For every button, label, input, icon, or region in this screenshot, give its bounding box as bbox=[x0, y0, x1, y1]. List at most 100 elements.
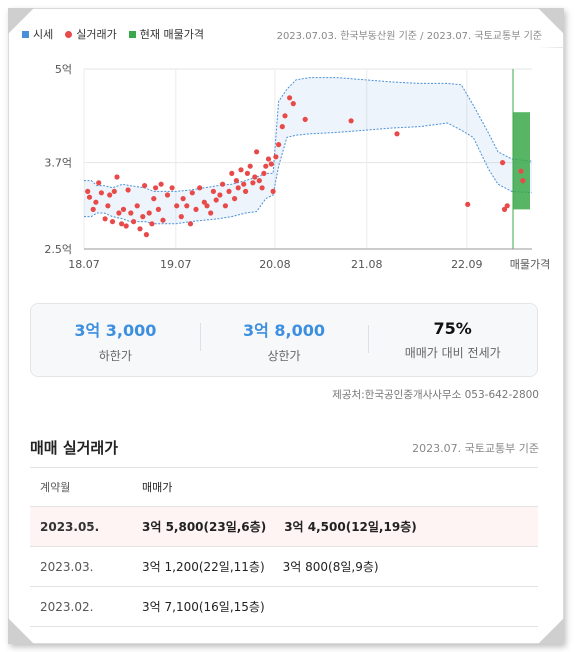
corner-fold bbox=[8, 8, 34, 34]
actual-deal-point bbox=[208, 210, 214, 216]
actual-deal-point bbox=[254, 149, 260, 155]
actual-deal-point bbox=[98, 190, 104, 196]
legend-source-note: 2023.07.03. 한국부동산원 기준 / 2023.07. 국토교통부 기… bbox=[276, 30, 542, 42]
actual-deal-point bbox=[500, 160, 506, 166]
corner-fold bbox=[8, 618, 34, 644]
summary-ratio-label: 매매가 대비 전세가 bbox=[404, 346, 501, 360]
column-header-price: 매매가 bbox=[142, 481, 173, 494]
actual-deal-point bbox=[143, 232, 149, 238]
actual-deal-point bbox=[220, 181, 226, 187]
actual-deal-point bbox=[394, 131, 400, 137]
legend-item-market[interactable]: 시세 bbox=[22, 26, 53, 42]
actual-deal-point bbox=[348, 118, 354, 124]
row-prices: 3억 1,200(22일,11층) 3억 800(8일,9층) bbox=[142, 558, 538, 575]
market-price-band bbox=[84, 77, 532, 224]
actual-deal-point bbox=[273, 154, 279, 160]
actual-deal-point bbox=[210, 188, 216, 194]
actual-deal-point bbox=[204, 203, 210, 209]
summary-low-value: 3억 3,000 bbox=[74, 320, 157, 340]
x-tick-label: 18.07 bbox=[68, 258, 100, 271]
market-price-upper-line bbox=[84, 77, 533, 192]
chart-legend: 시세 실거래가 현재 매물가격 2023.07.03. 한국부동산원 기준 / … bbox=[22, 22, 542, 46]
price-chart: 5억 3.7억 2.5억 18.07 19.07 20.08 21.08 22.09 매물가격 bbox=[44, 63, 550, 271]
actual-deal-point bbox=[151, 196, 157, 202]
actual-deal-point bbox=[184, 203, 190, 209]
summary-high: 3억 8,000 상한가 bbox=[199, 317, 369, 364]
actual-deal-point bbox=[465, 201, 471, 207]
listing-price-bar bbox=[513, 112, 530, 210]
actual-deal-point bbox=[86, 194, 93, 200]
legend-label: 실거래가 bbox=[76, 28, 117, 41]
row-month: 2023.02. bbox=[40, 599, 94, 614]
actual-deal-point bbox=[116, 210, 122, 216]
actual-deal-point bbox=[287, 95, 293, 101]
actual-deal-point bbox=[193, 206, 199, 212]
actual-deal-point bbox=[160, 217, 166, 223]
summary-high-value: 3억 8,000 bbox=[242, 320, 326, 340]
actual-deal-point bbox=[270, 188, 276, 194]
actual-deal-point bbox=[114, 174, 120, 180]
actual-deal-point bbox=[178, 214, 184, 220]
summary-ratio: 75% 매매가 대비 전세가 bbox=[368, 319, 537, 361]
actual-deal-point bbox=[263, 163, 269, 169]
price-entry: 3억 4,500(12일,19층) bbox=[284, 520, 417, 534]
actual-deal-point bbox=[85, 188, 91, 194]
x-tick-label: 22.09 bbox=[451, 258, 483, 271]
actual-deal-point bbox=[241, 181, 247, 187]
actual-deal-point bbox=[140, 214, 146, 220]
actual-deal-point bbox=[233, 178, 239, 184]
table-row[interactable]: 2023.03. 3억 1,200(22일,11층) 3억 800(8일,9층) bbox=[30, 547, 538, 587]
actual-deal-point bbox=[238, 167, 244, 173]
actual-deal-point bbox=[226, 188, 232, 194]
actual-deal-point bbox=[279, 124, 285, 130]
actual-deal-point bbox=[290, 101, 296, 107]
actual-deal-point bbox=[265, 156, 272, 162]
actual-deal-point bbox=[174, 203, 180, 209]
row-prices: 3억 7,100(16일,15층) bbox=[142, 598, 538, 615]
actual-deal-point bbox=[252, 174, 258, 180]
actual-deal-point bbox=[137, 226, 143, 232]
price-entry: 3억 1,200(22일,11층) bbox=[142, 560, 265, 574]
actual-deal-point bbox=[520, 178, 526, 184]
price-entry: 3억 800(8일,9층) bbox=[282, 560, 379, 574]
actual-deal-point bbox=[197, 185, 203, 191]
actual-deal-point bbox=[158, 181, 164, 187]
actual-deal-point bbox=[261, 170, 267, 176]
section-title: 매매 실거래가 bbox=[30, 439, 119, 457]
row-month: 2023.03. bbox=[40, 559, 94, 574]
price-entry: 3억 5,800(23일,6층) bbox=[142, 520, 267, 534]
y-tick-label: 2.5억 bbox=[44, 243, 72, 256]
x-tick-label: 21.08 bbox=[351, 258, 383, 271]
actual-deal-point bbox=[232, 196, 238, 202]
actual-deal-point bbox=[235, 185, 241, 191]
actual-deal-point bbox=[93, 199, 99, 205]
actual-deal-point bbox=[504, 203, 510, 209]
actual-deal-point bbox=[155, 206, 161, 212]
row-month: 2023.05. bbox=[40, 519, 100, 534]
table-row[interactable]: 2023.05. 3억 5,800(23일,6층) 3억 4,500(12일,1… bbox=[30, 507, 538, 547]
actual-deal-point bbox=[250, 180, 256, 186]
row-prices: 3억 5,800(23일,6층) 3억 4,500(12일,19층) bbox=[142, 518, 538, 535]
table-row[interactable]: 2023.02. 3억 7,100(16일,15층) bbox=[30, 587, 538, 627]
actual-deal-point bbox=[134, 203, 140, 209]
actual-deal-point bbox=[102, 216, 108, 222]
provider-info: 제공처:한국공인중개사사무소 053-642-2800 bbox=[332, 389, 539, 401]
column-header-month: 계약월 bbox=[40, 481, 71, 494]
actual-deal-point bbox=[213, 197, 219, 203]
actual-deal-point bbox=[149, 221, 155, 227]
legend-item-actual[interactable]: 실거래가 bbox=[65, 26, 117, 42]
legend-swatch-listing bbox=[128, 30, 136, 38]
actual-deal-point bbox=[244, 170, 250, 176]
actual-deal-point bbox=[187, 221, 194, 227]
actual-deal-point bbox=[222, 203, 228, 209]
table-header: 계약월 매매가 bbox=[30, 468, 538, 507]
summary-high-label: 상한가 bbox=[267, 348, 301, 363]
actual-deal-point bbox=[169, 185, 175, 191]
actual-deal-point bbox=[142, 183, 148, 189]
legend-item-listing[interactable]: 현재 매물가격 bbox=[128, 26, 204, 42]
legend-label: 현재 매물가격 bbox=[139, 28, 204, 41]
actual-deal-point bbox=[501, 206, 508, 212]
actual-deal-point bbox=[131, 219, 137, 225]
actual-deal-point bbox=[180, 196, 186, 202]
legend-swatch-actual bbox=[65, 30, 73, 38]
